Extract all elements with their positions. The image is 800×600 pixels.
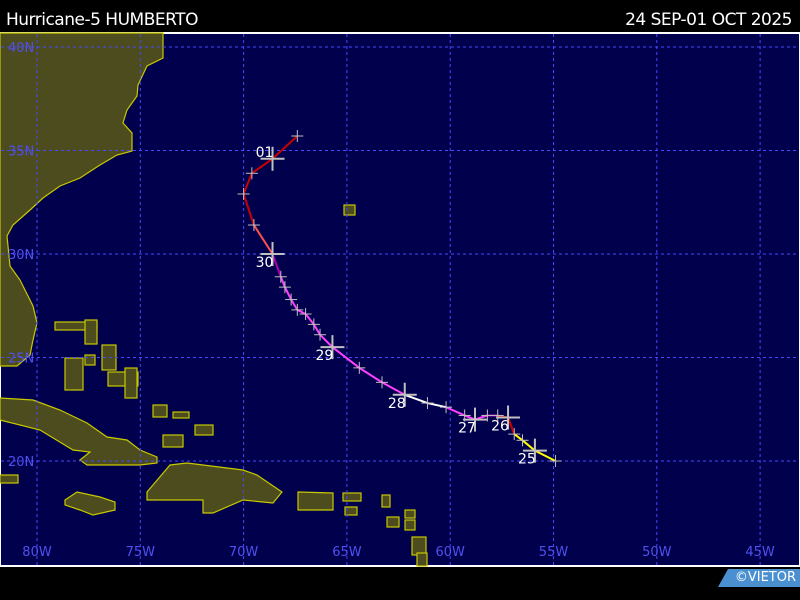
position-marker: [278, 281, 291, 294]
land: [0, 32, 428, 567]
position-marker: [245, 167, 258, 180]
map-title: Hurricane-5 HUMBERTO: [6, 10, 198, 30]
track-segment: [521, 439, 536, 452]
track-segment: [253, 224, 274, 255]
track-segment: [296, 308, 307, 315]
track-segment: [251, 157, 274, 175]
position-marker: [291, 130, 304, 143]
position-marker: [549, 455, 562, 467]
day-label: 26: [491, 419, 509, 435]
day-label: 29: [316, 348, 334, 364]
track-segment: [331, 346, 360, 369]
position-marker: [353, 361, 366, 374]
track-segment: [284, 286, 293, 300]
day-label: 25: [518, 452, 536, 468]
track-segment: [358, 367, 383, 384]
position-marker: [458, 409, 471, 422]
track-segment: [445, 406, 466, 417]
position-marker: [314, 328, 327, 341]
track-segment: [242, 172, 253, 195]
track-segment: [507, 417, 516, 435]
position-marker: [440, 401, 453, 414]
longitude-label: 45W: [745, 545, 775, 560]
track-segment: [427, 402, 447, 409]
jamaica: [64, 491, 116, 516]
position-marker: [421, 397, 434, 410]
position-marker: [307, 318, 320, 331]
track-segment: [271, 253, 282, 278]
position-marker: [508, 428, 521, 441]
position-marker: [237, 187, 250, 200]
day-label: 01: [256, 145, 274, 161]
daily-position-marker: [260, 242, 285, 266]
daily-position-marker: [462, 407, 487, 432]
longitude-label: 55W: [539, 545, 569, 560]
daily-position-marker: [392, 382, 417, 407]
storm-track: 25 26 27 28 29 30 01: [237, 130, 562, 468]
position-marker: [274, 270, 287, 283]
position-marker: [376, 376, 389, 389]
track-segment: [381, 381, 406, 396]
daily-position-marker: [320, 335, 345, 360]
vietor-credit: ©VIETOR: [718, 569, 800, 587]
track-segment: [534, 449, 557, 462]
track-segment: [513, 433, 524, 442]
daily-position-marker: [522, 438, 547, 463]
track-segment: [279, 276, 286, 288]
puerto-rico: [297, 491, 334, 511]
longitude-label: 50W: [642, 545, 672, 560]
daily-position-marker: [260, 146, 285, 171]
track-segment: [404, 393, 428, 404]
latitude-label: 30N: [8, 248, 34, 263]
date-range: 24 SEP-01 OCT 2025: [625, 10, 792, 30]
hispaniola: [146, 462, 283, 514]
position-marker: [247, 219, 260, 232]
latitude-label: 40N: [8, 41, 34, 56]
lesser-antilles: [342, 492, 428, 567]
position-marker: [491, 409, 504, 422]
ocean: [0, 32, 800, 567]
longitude-label: 70W: [229, 545, 259, 560]
us-east-coast: [0, 32, 164, 367]
cuba: [0, 397, 158, 466]
longitude-label: 80W: [22, 545, 52, 560]
position-marker: [291, 303, 304, 316]
latitude-label: 35N: [8, 145, 34, 160]
position-marker: [516, 434, 529, 447]
longitude-label: 75W: [126, 545, 156, 560]
position-marker: [285, 293, 298, 306]
latitude-label: 25N: [8, 352, 34, 367]
day-label: 28: [388, 396, 406, 412]
position-marker: [481, 409, 494, 422]
track-segment: [242, 193, 255, 226]
track-segment: [271, 135, 298, 160]
grid: [1, 34, 799, 565]
daily-position-marker: [496, 405, 521, 430]
track-segment: [304, 313, 315, 326]
track-segment: [312, 323, 321, 336]
longitude-label: 65W: [332, 545, 362, 560]
longitude-label: 60W: [435, 545, 465, 560]
day-label: 30: [256, 255, 274, 271]
track-segment: [319, 334, 334, 348]
bermuda: [343, 204, 356, 216]
latitude-label: 20N: [8, 455, 34, 470]
track-segment: [290, 299, 299, 311]
day-label: 27: [458, 421, 476, 437]
position-marker: [299, 308, 312, 321]
